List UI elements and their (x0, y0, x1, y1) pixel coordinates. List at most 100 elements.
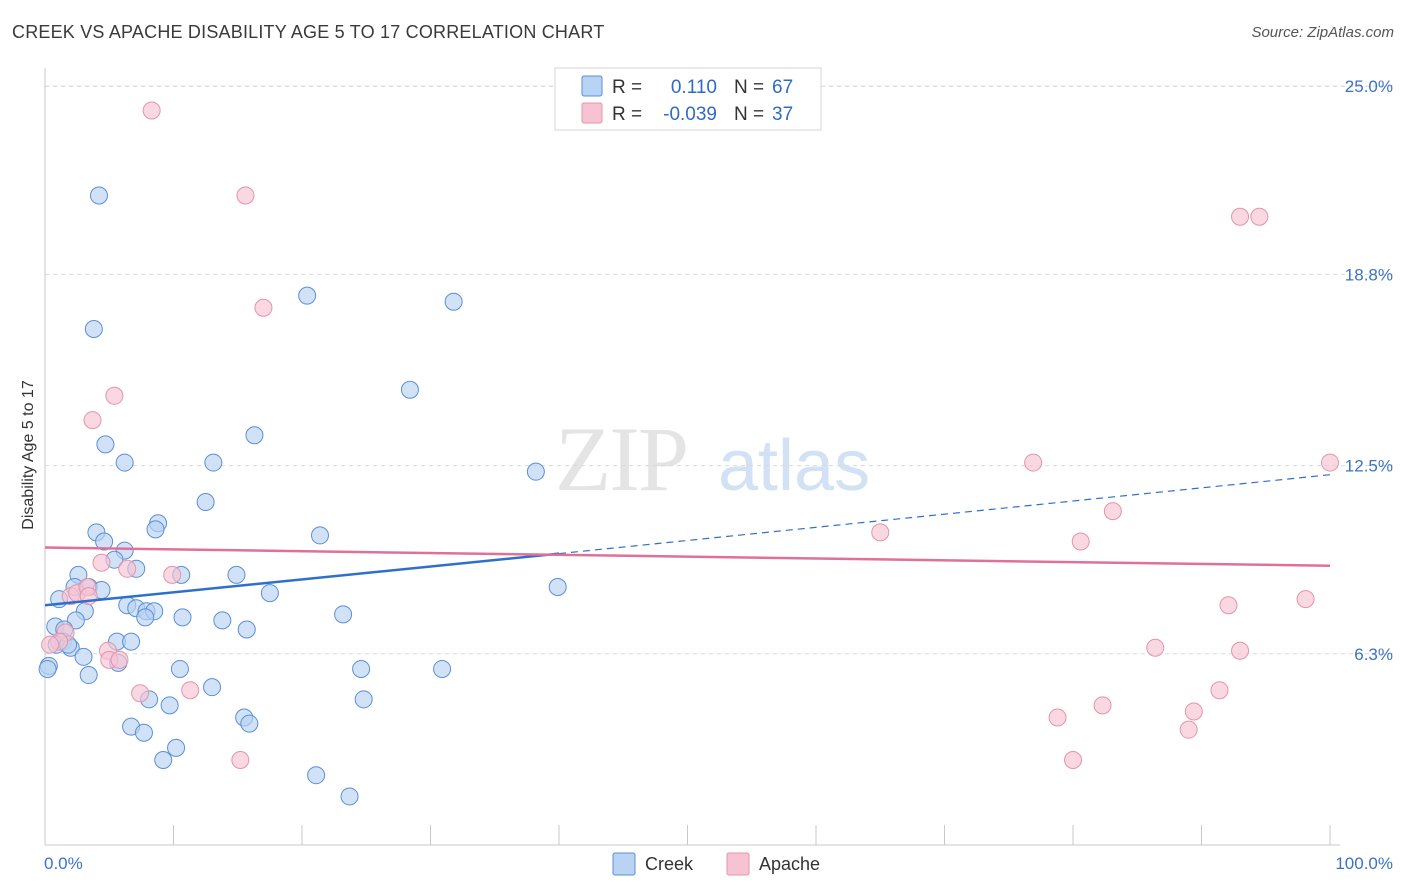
bottom-legend-apache-swatch (726, 852, 750, 876)
legend-apache-r-value: -0.039 (663, 104, 717, 125)
creek-point-7 (115, 453, 134, 472)
creek-point-53 (79, 666, 98, 685)
apache-point-14 (163, 565, 182, 584)
creek-point-50 (170, 659, 189, 678)
creek-point-8 (204, 453, 223, 472)
apache-point-24 (1146, 638, 1165, 657)
apache-point-8 (1321, 453, 1339, 472)
creek-point-62 (167, 738, 186, 757)
watermark-zip: ZIP (555, 408, 687, 510)
series-legend: Creek Apache (612, 852, 820, 876)
creek-point-14 (146, 520, 165, 539)
apache-point-29 (181, 681, 200, 700)
apache-point-11 (871, 523, 890, 542)
creek-point-10 (196, 493, 215, 512)
apache-point-20 (1219, 596, 1238, 615)
creek-point-63 (154, 751, 173, 770)
legend-apache-r-label: R = (612, 104, 642, 125)
creek-point-13 (310, 526, 329, 545)
apache-point-30 (131, 684, 150, 703)
apache-point-23 (41, 635, 60, 654)
apache-point-32 (1093, 696, 1112, 715)
creek-point-15 (95, 532, 114, 551)
legend-creek-r-label: R = (612, 77, 642, 98)
creek-point-2 (444, 292, 463, 311)
apache-point-12 (92, 553, 111, 572)
y-tick-label-0: 6.3% (1354, 645, 1393, 664)
creek-point-40 (237, 620, 256, 639)
creek-point-65 (340, 787, 359, 806)
creek-point-66 (38, 659, 57, 678)
apache-point-7 (1024, 453, 1043, 472)
creek-point-45 (122, 632, 141, 651)
creek-point-1 (298, 286, 317, 305)
creek-trend-dashed (558, 474, 1331, 555)
apache-point-9 (1103, 502, 1122, 521)
apache-point-5 (105, 386, 124, 405)
apache-trend-line (44, 546, 1331, 568)
apache-point-3 (1250, 207, 1269, 226)
apache-point-28 (1231, 641, 1250, 660)
creek-point-6 (96, 435, 115, 454)
y-axis-title: Disability Age 5 to 17 (20, 380, 37, 530)
creek-point-61 (134, 723, 153, 742)
watermark: ZIP atlas (555, 408, 870, 510)
apache-point-6 (83, 411, 102, 430)
apache-point-35 (1179, 720, 1198, 739)
apache-point-4 (254, 298, 273, 317)
creek-point-51 (352, 659, 371, 678)
bottom-legend-creek-label: Creek (645, 854, 694, 874)
creek-point-25 (548, 578, 567, 597)
apache-point-36 (231, 751, 250, 770)
apache-point-2 (1231, 207, 1250, 226)
creek-point-3 (84, 320, 103, 339)
correlation-legend: R = 0.110 N = 67 R = -0.039 N = 37 (554, 67, 822, 131)
gridlines (45, 85, 1395, 655)
source-credit: Source: ZipAtlas.com (1251, 24, 1394, 41)
bottom-legend-apache-label: Apache (759, 854, 820, 874)
legend-creek-n-value: 67 (772, 77, 793, 98)
apache-point-37 (1064, 751, 1082, 770)
trend-lines (44, 474, 1331, 607)
y-tick-label-1: 12.5% (1345, 457, 1393, 476)
creek-point-37 (213, 611, 232, 630)
apache-point-19 (1296, 590, 1315, 609)
creek-point-57 (354, 690, 373, 709)
creek-point-56 (160, 696, 179, 715)
creek-point-0 (89, 186, 108, 205)
creek-point-26 (260, 584, 279, 603)
creek-point-64 (307, 766, 326, 785)
creek-point-4 (400, 380, 419, 399)
legend-creek-n-label: N = (734, 77, 764, 98)
apache-point-34 (1048, 708, 1067, 727)
x-tick-label-0: 0.0% (44, 854, 83, 873)
creek-trend-solid (44, 552, 560, 607)
creek-point-36 (136, 608, 155, 627)
apache-point-1 (236, 186, 255, 205)
creek-point-5 (245, 426, 264, 445)
apache-point-27 (110, 650, 129, 669)
creek-point-9 (526, 462, 545, 481)
data-points (38, 101, 1339, 806)
axes (44, 68, 1340, 846)
apache-point-0 (142, 101, 161, 120)
creek-point-33 (173, 608, 192, 627)
creek-point-60 (240, 714, 259, 733)
legend-creek-swatch (581, 75, 603, 97)
creek-point-52 (433, 659, 452, 678)
apache-point-33 (1184, 702, 1203, 721)
legend-apache-n-label: N = (734, 104, 764, 125)
creek-point-34 (334, 605, 353, 624)
y-tick-label-3: 25.0% (1345, 77, 1393, 96)
creek-point-54 (203, 678, 222, 697)
legend-creek-r-value: 0.110 (671, 77, 717, 98)
legend-apache-n-value: 37 (772, 104, 793, 125)
legend-apache-swatch (581, 102, 603, 124)
y-tick-label-2: 18.8% (1345, 265, 1393, 284)
creek-point-47 (74, 647, 93, 666)
apache-point-13 (118, 559, 137, 578)
apache-point-31 (1210, 681, 1229, 700)
chart-title: CREEK VS APACHE DISABILITY AGE 5 TO 17 C… (12, 22, 605, 42)
bottom-legend-creek-swatch (612, 852, 636, 876)
